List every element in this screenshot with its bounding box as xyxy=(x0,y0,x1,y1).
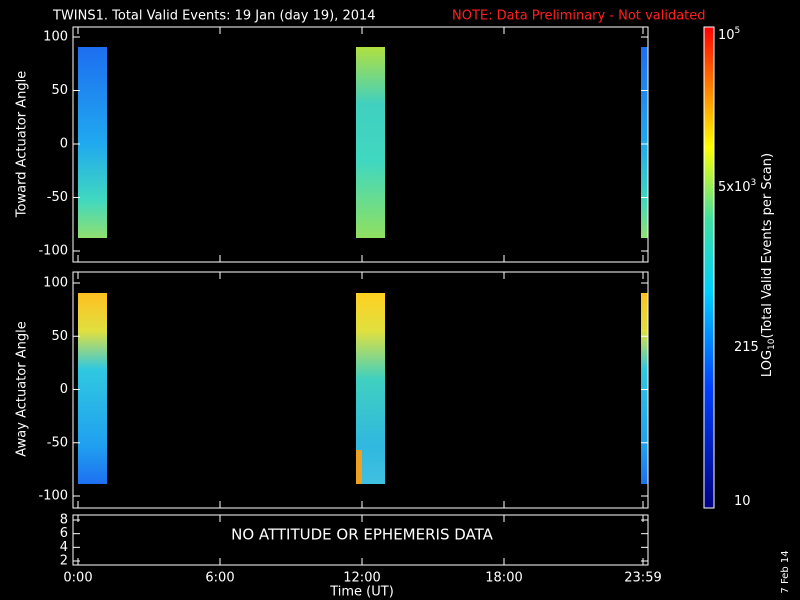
data-block xyxy=(78,293,107,484)
x-axis-label: Time (UT) xyxy=(329,585,394,600)
y-tick-label: -100 xyxy=(38,489,68,504)
y-tick-label: 0 xyxy=(60,382,68,397)
colorbar-tick-label: 3 xyxy=(751,178,757,188)
y-axis-label: Toward Actuator Angle xyxy=(15,71,30,218)
x-tick-label: 6:00 xyxy=(205,571,234,586)
y-tick-label: 4 xyxy=(60,540,68,555)
x-tick-label: 23:59 xyxy=(624,571,661,586)
y-tick-label: 50 xyxy=(51,329,68,344)
colorbar xyxy=(703,26,715,509)
y-tick-label: 100 xyxy=(43,276,68,291)
colorbar-label: (Total Valid Events per Scan) xyxy=(760,153,775,339)
data-block xyxy=(641,47,648,238)
colorbar-tick-label: 215 xyxy=(734,340,759,355)
y-tick-label: -50 xyxy=(47,190,68,205)
y-tick-label: -100 xyxy=(38,244,68,259)
colorbar-label: 10 xyxy=(767,338,777,350)
colorbar-tick-label: 10 xyxy=(734,494,751,509)
colorbar-tick-label: 5 xyxy=(735,26,741,36)
colorbar-tick-label: 10 xyxy=(734,494,751,509)
colorbar-label: LOG xyxy=(760,350,775,377)
x-tick-label: 12:00 xyxy=(343,571,380,586)
data-block xyxy=(356,47,385,238)
colorbar-tick-label: 5x10 xyxy=(718,180,751,195)
title: TWINS1. Total Valid Events: 19 Jan (day … xyxy=(52,9,376,24)
message: NO ATTITUDE OR EPHEMERIS DATA xyxy=(231,526,494,544)
colorbar-tick-label: 5x103 xyxy=(718,178,756,195)
y-tick-label: -50 xyxy=(47,435,68,450)
y-tick-label: 8 xyxy=(60,513,68,528)
y-tick-label: 6 xyxy=(60,526,68,541)
y-tick-label: 100 xyxy=(43,30,68,45)
date-stamp: 7 Feb 14 xyxy=(780,550,791,593)
y-tick-label: 2 xyxy=(60,554,68,569)
colorbar-tick-label: 105 xyxy=(718,26,740,43)
y-axis-label: Away Actuator Angle xyxy=(15,321,30,456)
x-tick-label: 0:00 xyxy=(63,571,92,586)
note: NOTE: Data Preliminary - Not validated xyxy=(452,9,706,24)
data-block xyxy=(78,47,107,238)
y-tick-label: 0 xyxy=(60,137,68,152)
colorbar-tick-label: 10 xyxy=(718,28,735,43)
colorbar-tick-label: 215 xyxy=(734,340,759,355)
data-block xyxy=(641,293,648,484)
x-tick-label: 18:00 xyxy=(485,571,522,586)
y-tick-label: 50 xyxy=(51,83,68,98)
panel-frame xyxy=(72,514,649,566)
data-block xyxy=(356,450,362,484)
colorbar-label: LOG10(Total Valid Events per Scan) xyxy=(760,153,777,377)
